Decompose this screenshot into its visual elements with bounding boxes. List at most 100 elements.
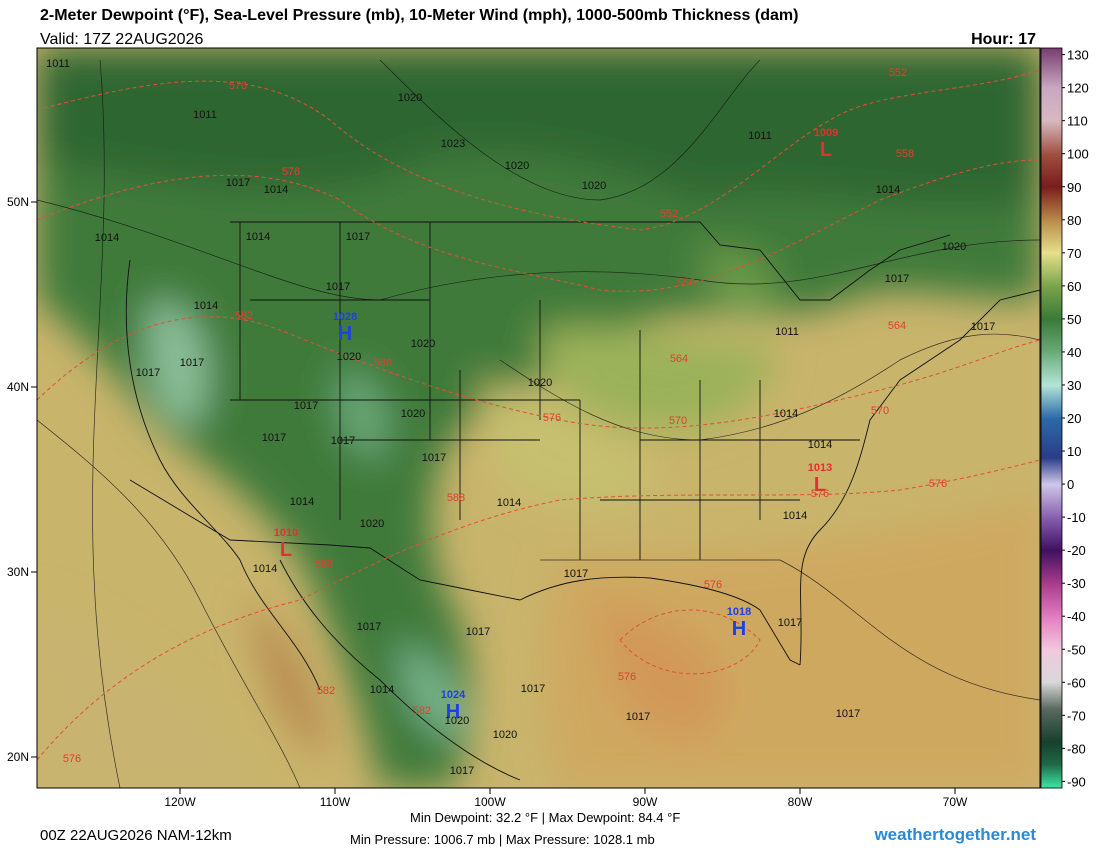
colorbar-tick-label: 90 — [1067, 180, 1081, 195]
pressure-range: Min Pressure: 1006.7 mb | Max Pressure: … — [350, 832, 655, 847]
isobar-label: 1014 — [497, 497, 521, 509]
isobar-label: 1017 — [564, 568, 588, 580]
colorbar-tick-label: 70 — [1067, 246, 1081, 261]
colorbar-tick-label: -60 — [1067, 675, 1086, 690]
isobar-label: 1011 — [748, 130, 772, 142]
colorbar-tick-label: 40 — [1067, 345, 1081, 360]
thickness-label: 576 — [543, 412, 561, 424]
thickness-label: 564 — [888, 320, 906, 332]
colorbar-segment — [1041, 484, 1062, 518]
isobar-label: 1017 — [331, 435, 355, 447]
isobar-label: 1020 — [445, 715, 469, 727]
colorbar-tick-label: -30 — [1067, 576, 1086, 591]
y-tick-label: 20N — [7, 750, 29, 764]
isobar-label: 1017 — [778, 617, 802, 629]
isobar-label: 1014 — [370, 684, 394, 696]
valid-time: Valid: 17Z 22AUG2026 — [40, 31, 203, 48]
y-tick-label: 50N — [7, 195, 29, 209]
colorbar-segment — [1041, 120, 1062, 155]
forecast-hour: Hour: 17 — [971, 31, 1036, 48]
pressure-center-symbol: H — [446, 701, 460, 723]
isobar-label: 1014 — [808, 439, 832, 451]
colorbar-tick-label: 130 — [1067, 48, 1089, 63]
thickness-label: 576 — [811, 488, 829, 500]
colorbar-tick-label: -50 — [1067, 642, 1086, 657]
isobar-label: 1017 — [357, 621, 381, 633]
colorbar-tick-label: 110 — [1067, 114, 1088, 129]
isobar-label: 1017 — [262, 432, 286, 444]
isobar-label: 1017 — [521, 683, 545, 695]
isobar-label: 1020 — [493, 729, 517, 741]
map-field — [37, 48, 1040, 788]
isobar-label: 1014 — [264, 184, 288, 196]
x-tick-label: 80W — [788, 795, 813, 809]
isobar-label: 1014 — [774, 408, 798, 420]
colorbar-segment — [1041, 418, 1062, 459]
colorbar-segment — [1041, 48, 1062, 89]
isobar-label: 1014 — [783, 510, 807, 522]
colorbar-segment — [1041, 741, 1062, 766]
colorbar-tick-label: 0 — [1067, 477, 1074, 492]
thickness-contours — [37, 69, 1040, 761]
pressure-center-symbol: H — [732, 618, 746, 640]
pressure-center-symbol: L — [814, 474, 826, 496]
colorbar-segment — [1041, 153, 1062, 188]
thickness-label: 576 — [704, 579, 722, 591]
pressure-center-value: 1010 — [274, 527, 298, 539]
colorbar-segment — [1041, 87, 1062, 122]
isobar-label: 1014 — [194, 300, 218, 312]
colorbar-tick-label: -80 — [1067, 741, 1086, 756]
map-frame — [36, 47, 1041, 789]
thickness-label: 576 — [929, 478, 947, 490]
colorbar-tick-label: 50 — [1067, 312, 1081, 327]
colorbar-segment — [1041, 384, 1062, 419]
colorbar-segment — [1041, 351, 1062, 386]
colorbar-segment — [1041, 186, 1062, 221]
colorbar-segment — [1041, 318, 1062, 353]
thickness-label: 588 — [374, 357, 392, 369]
colorbar-segment — [1041, 616, 1062, 650]
isobar-label: 1020 — [505, 160, 529, 172]
thickness-label: 558 — [677, 277, 695, 289]
isobar-label: 1020 — [582, 180, 606, 192]
thickness-label: 564 — [670, 353, 688, 365]
colorbar-tick-label: 80 — [1067, 213, 1081, 228]
colorbar-tick-label: -20 — [1067, 543, 1086, 558]
isobar-label: 1023 — [441, 138, 465, 150]
site-credit[interactable]: weathertogether.net — [873, 825, 1036, 844]
colorbar-segment — [1041, 252, 1062, 287]
isobar-label: 1017 — [226, 177, 250, 189]
isobar-label: 1014 — [876, 184, 900, 196]
model-run: 00Z 22AUG2026 NAM-12km — [40, 827, 232, 844]
pressure-center-value: 1013 — [808, 462, 832, 474]
isobar-label: 1017 — [422, 452, 446, 464]
isobar-label: 1017 — [971, 321, 995, 333]
dewpoint-range: Min Dewpoint: 32.2 °F | Max Dewpoint: 84… — [410, 810, 680, 825]
colorbar-segment — [1041, 285, 1062, 320]
colorbar-segment — [1041, 649, 1062, 683]
thickness-label: 588 — [315, 558, 333, 570]
isobar-label: 1017 — [450, 765, 474, 777]
isobar-label: 1020 — [401, 408, 425, 420]
isobar-label: 1017 — [626, 711, 650, 723]
thickness-label: 576 — [282, 166, 300, 178]
x-tick-label: 110W — [320, 795, 351, 809]
colorbar-tick-label: 30 — [1067, 378, 1081, 393]
thickness-label: 576 — [618, 671, 636, 683]
thickness-label: 582 — [235, 310, 253, 322]
pressure-center-symbol: L — [280, 539, 292, 561]
isobar-label: 1011 — [46, 58, 70, 70]
colorbar-segment — [1041, 764, 1062, 789]
colorbar-tick-label: 20 — [1067, 411, 1081, 426]
thickness-label: 552 — [660, 208, 678, 220]
pressure-center-symbol: H — [338, 323, 352, 345]
colorbar-tick-label: -10 — [1067, 510, 1086, 525]
thickness-label: 558 — [896, 148, 914, 160]
isobars — [37, 59, 1040, 788]
colorbar-segment — [1041, 219, 1062, 254]
isobar-label: 1017 — [836, 708, 860, 720]
thickness-label: 582 — [413, 705, 431, 717]
pressure-center-value: 1009 — [814, 127, 838, 139]
isobar-label: 1017 — [346, 231, 370, 243]
isobar-label: 1020 — [360, 518, 384, 530]
